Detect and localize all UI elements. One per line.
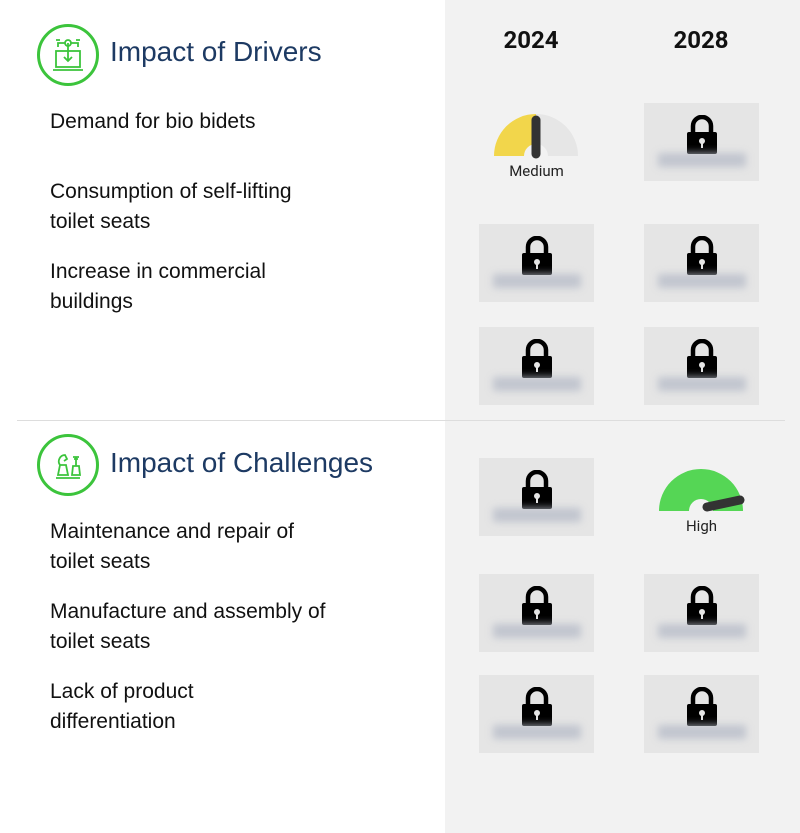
challenge-item: Lack of product differentiation xyxy=(50,680,194,733)
section-divider xyxy=(17,420,785,421)
driver-item: Increase in commercial buildings xyxy=(50,260,266,313)
lock-icon xyxy=(522,236,552,275)
blurred-value xyxy=(658,274,746,288)
drivers-title: Impact of Drivers xyxy=(110,36,322,67)
lock-icon xyxy=(687,586,717,625)
challenge-item: Manufacture and assembly of toilet seats xyxy=(50,600,326,653)
lock-icon xyxy=(522,687,552,726)
driver-item: Demand for bio bidets xyxy=(50,110,256,133)
blurred-value xyxy=(658,153,746,167)
lock-icon xyxy=(522,470,552,509)
locked-cell[interactable] xyxy=(479,675,594,753)
blurred-value xyxy=(493,624,581,638)
lock-icon xyxy=(522,339,552,378)
blurred-value xyxy=(493,274,581,288)
locked-cell[interactable] xyxy=(644,103,759,181)
blurred-value xyxy=(658,624,746,638)
locked-cell[interactable] xyxy=(644,574,759,652)
circuit-laptop-icon xyxy=(37,24,99,86)
blurred-value xyxy=(493,508,581,522)
chess-icon xyxy=(37,434,99,496)
column-header-2024: 2024 xyxy=(503,26,559,54)
lock-icon xyxy=(522,586,552,625)
blurred-value xyxy=(493,377,581,391)
gauge-high: High xyxy=(644,465,759,545)
locked-cell[interactable] xyxy=(479,458,594,536)
locked-cell[interactable] xyxy=(479,327,594,405)
locked-cell[interactable] xyxy=(479,224,594,302)
locked-cell[interactable] xyxy=(644,327,759,405)
locked-cell[interactable] xyxy=(479,574,594,652)
challenge-item: Maintenance and repair of toilet seats xyxy=(50,520,294,573)
locked-cell[interactable] xyxy=(644,224,759,302)
blurred-value xyxy=(658,725,746,739)
challenges-title: Impact of Challenges xyxy=(110,447,374,478)
gauge-medium: Medium xyxy=(479,110,594,190)
blurred-value xyxy=(493,725,581,739)
column-header-2028: 2028 xyxy=(673,26,729,54)
blurred-value xyxy=(658,377,746,391)
locked-cell[interactable] xyxy=(644,675,759,753)
lock-icon xyxy=(687,687,717,726)
lock-icon xyxy=(687,115,717,154)
driver-item: Consumption of self-lifting toilet seats xyxy=(50,180,292,233)
lock-icon xyxy=(687,339,717,378)
lock-icon xyxy=(687,236,717,275)
